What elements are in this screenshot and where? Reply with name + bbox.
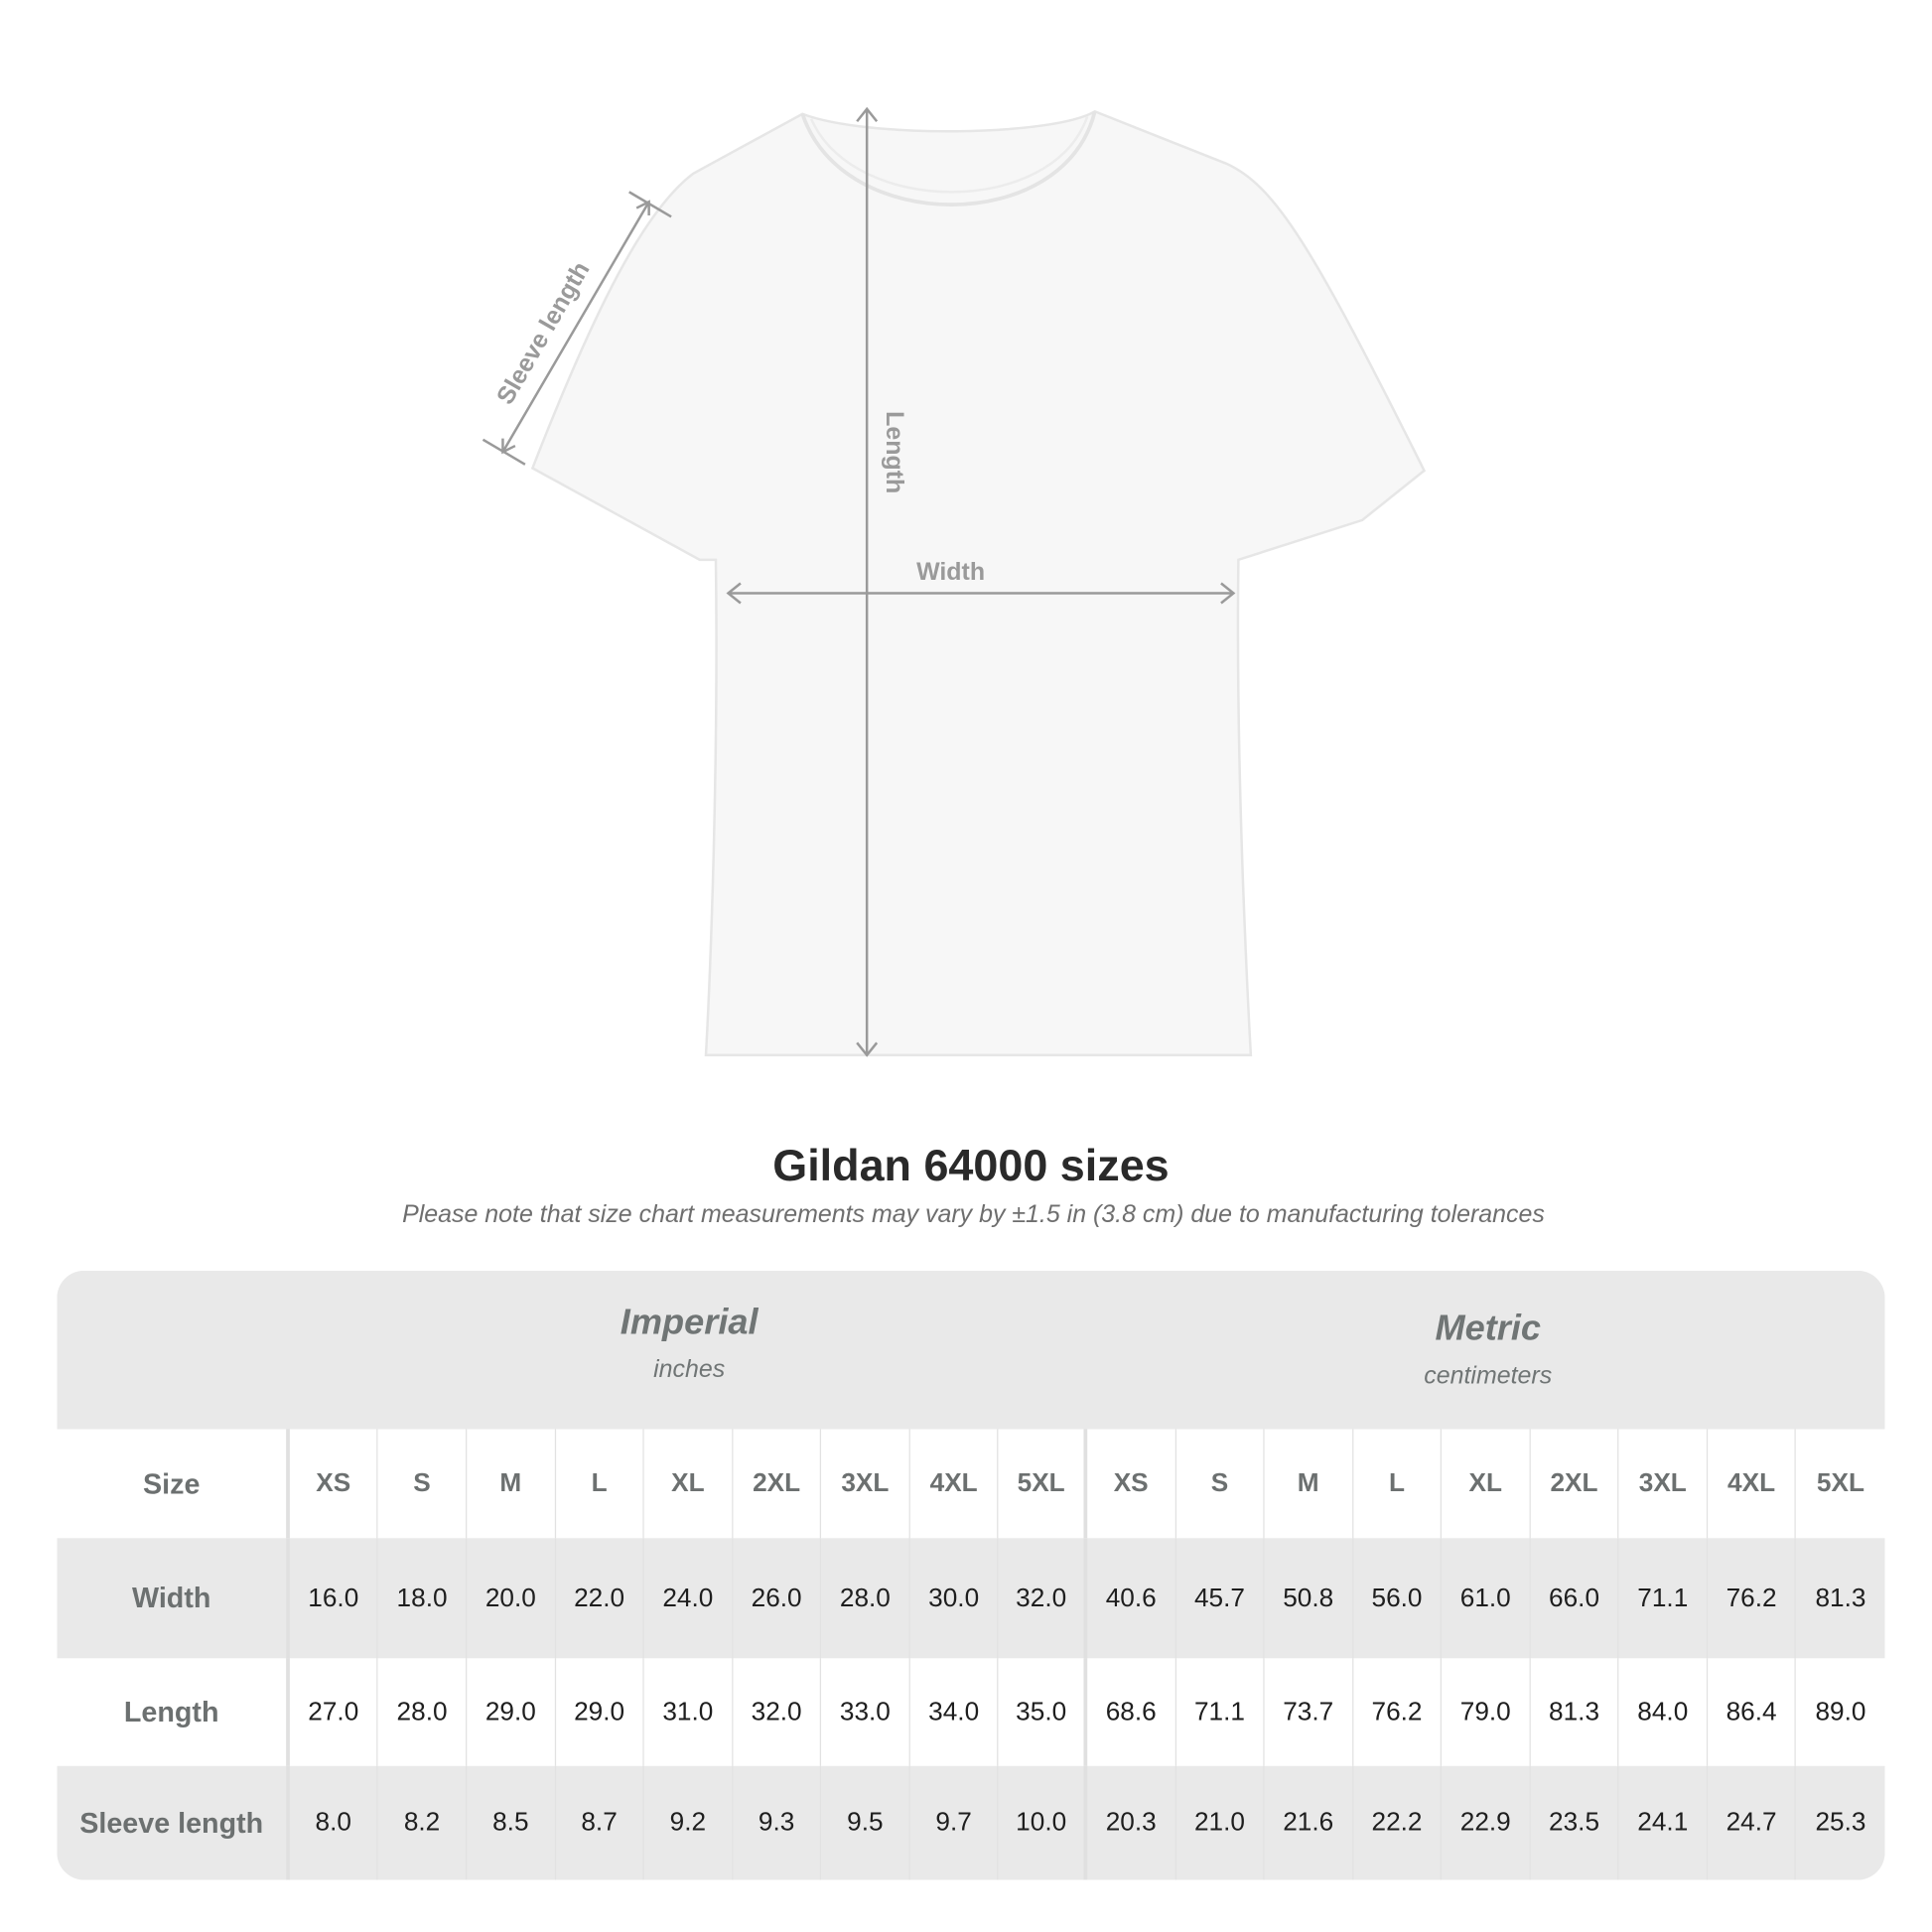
imperial-title: Imperial <box>620 1303 759 1343</box>
table-cell: 8.2 <box>378 1765 468 1880</box>
size-header-cell: 4XL <box>1708 1429 1797 1539</box>
size-header-cell: XL <box>1442 1429 1531 1539</box>
tolerance-note: Please note that size chart measurements… <box>402 1200 1545 1229</box>
size-header-cell: XS <box>1087 1429 1176 1539</box>
table-cell: 22.2 <box>1353 1765 1443 1880</box>
metric-unit: centimeters <box>1424 1362 1553 1390</box>
imperial-header: Imperial inches <box>290 1303 1089 1384</box>
table-cell: 28.0 <box>821 1538 910 1659</box>
size-header-cell: 5XL <box>999 1429 1088 1539</box>
table-cell: 73.7 <box>1265 1658 1353 1766</box>
length-label: Length <box>881 411 908 493</box>
table-cell: 9.3 <box>733 1765 822 1880</box>
table-cell: 29.0 <box>467 1658 556 1766</box>
row-label: Length <box>57 1658 290 1766</box>
table-cell: 28.0 <box>378 1658 468 1766</box>
table-cell: 31.0 <box>644 1658 734 1766</box>
table-cell: 81.3 <box>1531 1658 1619 1766</box>
width-label: Width <box>916 558 985 586</box>
table-cell: 27.0 <box>290 1658 379 1766</box>
table-cell: 45.7 <box>1175 1538 1265 1659</box>
table-cell: 66.0 <box>1531 1538 1619 1659</box>
unit-header <box>57 1270 1885 1430</box>
table-cell: 24.0 <box>644 1538 734 1659</box>
size-header-cell: L <box>1353 1429 1443 1539</box>
table-cell: 79.0 <box>1442 1658 1531 1766</box>
size-table: Imperial inches Metric centimeters Size X… <box>57 1270 1885 1880</box>
table-cell: 9.7 <box>910 1765 999 1880</box>
table-cell: 25.3 <box>1815 1808 1866 1837</box>
table-cell: 18.0 <box>378 1538 468 1659</box>
table-cell: 9.5 <box>821 1765 910 1880</box>
table-cell: 30.0 <box>910 1538 999 1659</box>
table-cell: 56.0 <box>1353 1538 1443 1659</box>
table-cell: 86.4 <box>1708 1658 1797 1766</box>
table-cell: 71.1 <box>1619 1538 1709 1659</box>
metric-title: Metric <box>1435 1309 1542 1349</box>
size-header-cell: 3XL <box>1619 1429 1709 1539</box>
table-row: Width 16.0 18.0 20.0 22.0 24.0 26.0 28.0 30.0 32.… <box>57 1538 1885 1659</box>
table-cell: 84.0 <box>1619 1658 1709 1766</box>
table-cell: 16.0 <box>290 1538 379 1659</box>
table-cell: 32.0 <box>733 1658 822 1766</box>
table-cell: 22.0 <box>556 1538 644 1659</box>
table-cell: 35.0 <box>999 1658 1088 1766</box>
table-cell: 21.6 <box>1265 1765 1353 1880</box>
row-label: Size <box>57 1429 290 1539</box>
table-cell: 22.9 <box>1442 1765 1531 1880</box>
metric-header: Metric centimeters <box>1088 1310 1884 1391</box>
chart-title: Gildan 64000 sizes <box>772 1139 1170 1190</box>
size-header-cell: M <box>467 1429 556 1539</box>
size-header-cell: 4XL <box>910 1429 999 1539</box>
table-row: Sleeve length 8.0 8.2 8.5 8.7 9.2 9.3 9.5 9.7 10.… <box>57 1765 1885 1880</box>
size-header-cell: XS <box>290 1429 379 1539</box>
table-cell: 21.0 <box>1175 1765 1265 1880</box>
size-header-cell: 3XL <box>821 1429 910 1539</box>
table-cell: 26.0 <box>733 1538 822 1659</box>
table-cell: 68.6 <box>1087 1658 1176 1766</box>
table-cell: 89.0 <box>1815 1697 1866 1726</box>
table-cell: 20.0 <box>467 1538 556 1659</box>
sleeve-arrow <box>501 201 650 453</box>
table-row: Length 27.0 28.0 29.0 29.0 31.0 32.0 33.0 34.0 35… <box>57 1658 1884 1766</box>
table-cell: 8.7 <box>556 1765 644 1880</box>
table-cell: 20.3 <box>1087 1765 1176 1880</box>
table-cell: 9.2 <box>644 1765 734 1880</box>
table-cell: 40.6 <box>1087 1538 1176 1659</box>
size-header-cell: M <box>1265 1429 1353 1539</box>
table-cell: 76.2 <box>1708 1538 1797 1659</box>
table-cell: 8.0 <box>290 1765 379 1880</box>
table-cell: 81.3 <box>1815 1583 1866 1612</box>
row-label: Sleeve length <box>57 1765 290 1880</box>
size-header-row: Size XS S M L XL 2XL 3XL 4XL 5XL XS S M L XL 2XL 3XL 4XL 5… <box>57 1429 1884 1539</box>
size-header-cell: S <box>1175 1429 1265 1539</box>
table-cell: 61.0 <box>1442 1538 1531 1659</box>
table-cell: 8.5 <box>467 1765 556 1880</box>
table-cell: 32.0 <box>999 1538 1088 1659</box>
table-cell: 24.7 <box>1708 1765 1797 1880</box>
table-cell: 10.0 <box>999 1765 1088 1880</box>
size-header-cell: XL <box>644 1429 734 1539</box>
size-header-cell: 5XL <box>1816 1468 1864 1498</box>
imperial-unit: inches <box>653 1355 726 1384</box>
size-header-cell: 2XL <box>733 1429 822 1539</box>
size-header-cell: S <box>378 1429 468 1539</box>
row-label: Width <box>57 1538 290 1659</box>
table-cell: 23.5 <box>1531 1765 1619 1880</box>
table-cell: 71.1 <box>1175 1658 1265 1766</box>
table-cell: 29.0 <box>556 1658 644 1766</box>
tshirt-diagram: Sleeve length Length Width <box>482 106 1427 1057</box>
table-cell: 33.0 <box>821 1658 910 1766</box>
size-header-cell: 2XL <box>1531 1429 1619 1539</box>
size-header-cell: L <box>556 1429 644 1539</box>
table-cell: 50.8 <box>1265 1538 1353 1659</box>
table-cell: 24.1 <box>1619 1765 1709 1880</box>
table-cell: 76.2 <box>1353 1658 1443 1766</box>
table-cell: 34.0 <box>910 1658 999 1766</box>
